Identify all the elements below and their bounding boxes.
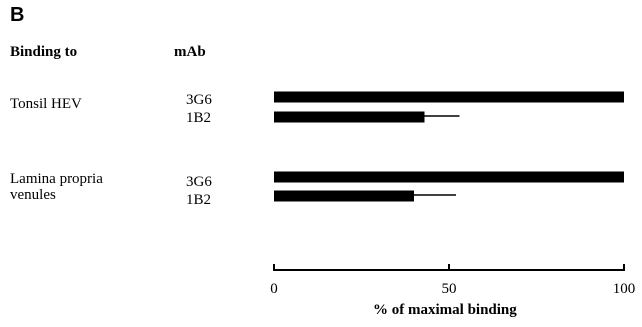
bar	[274, 171, 624, 183]
mab-label: 1B2	[186, 192, 212, 208]
x-tick-label: 100	[613, 281, 636, 297]
mab-label: 3G6	[186, 92, 212, 108]
mab-label: 1B2	[186, 110, 212, 126]
header-binding-to: Binding to	[10, 44, 78, 60]
x-axis-label: % of maximal binding	[373, 302, 517, 318]
group-label-tonsil-hev: Tonsil HEV	[10, 96, 82, 112]
mab-label: 3G6	[186, 174, 212, 190]
group-label-lamina-propria: Lamina propria venules	[10, 171, 103, 203]
x-tick-label: 50	[442, 281, 457, 297]
bar	[274, 190, 414, 202]
group-label-line: Lamina propria	[10, 171, 103, 187]
bar	[274, 91, 624, 103]
header-mab: mAb	[174, 44, 206, 60]
x-tick-label: 0	[270, 281, 278, 297]
group-label-line: venules	[10, 187, 56, 203]
panel-label: B	[10, 4, 25, 26]
bar	[274, 111, 425, 123]
group-label-line: Tonsil HEV	[10, 96, 82, 112]
